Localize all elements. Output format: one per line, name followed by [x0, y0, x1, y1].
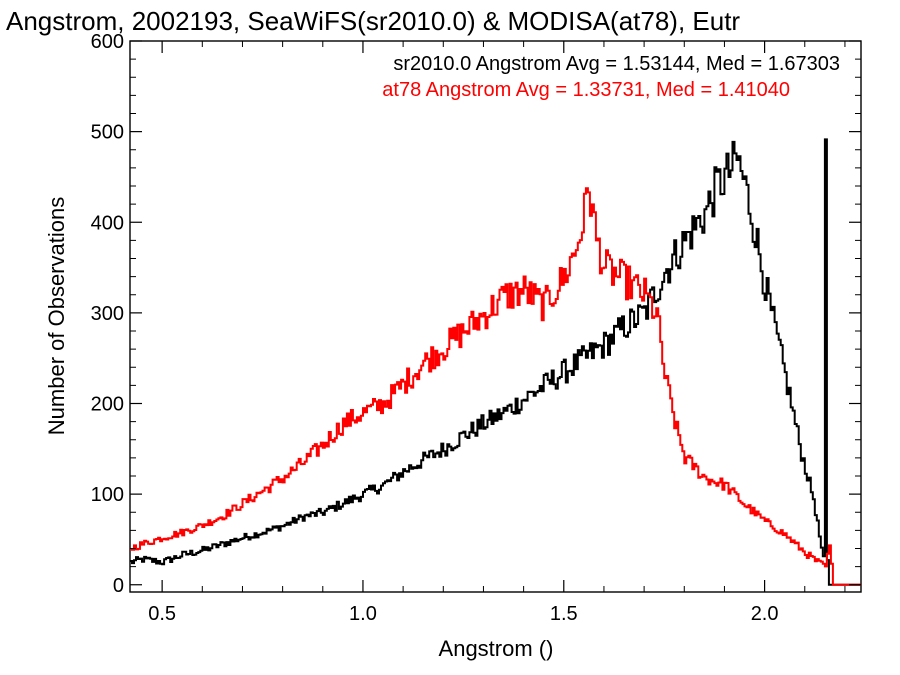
y-tick-label: 500: [91, 122, 124, 144]
chart-title: Angstrom, 2002193, SeaWiFS(sr2010.0) & M…: [6, 6, 740, 36]
y-tick-label: 100: [91, 484, 124, 506]
y-tick-label: 600: [91, 31, 124, 53]
y-tick-label: 0: [113, 575, 124, 597]
annotation-at78: at78 Angstrom Avg = 1.33731, Med = 1.410…: [382, 79, 790, 101]
x-tick-label: 2.0: [751, 603, 779, 625]
y-axis-label: Number of Observations: [44, 197, 69, 435]
x-tick-label: 1.5: [550, 603, 578, 625]
plot-frame: [129, 40, 862, 593]
y-tick-label: 300: [91, 303, 124, 325]
series-line-0: [130, 138, 861, 586]
x-tick-label: 0.5: [148, 603, 176, 625]
y-axis: 0 100 200 300 400 500 600: [91, 31, 861, 597]
series-layer: [130, 138, 861, 586]
series-line-1: [130, 187, 861, 586]
annotation-sr2010: sr2010.0 Angstrom Avg = 1.53144, Med = 1…: [393, 53, 840, 75]
y-tick-label: 200: [91, 394, 124, 416]
x-axis: 0.5 1.0 1.5 2.0: [148, 41, 846, 625]
plot-area: [129, 40, 862, 593]
x-axis-label: Angstrom (): [439, 636, 554, 661]
y-tick-label: 400: [91, 212, 124, 234]
x-tick-label: 1.0: [349, 603, 377, 625]
